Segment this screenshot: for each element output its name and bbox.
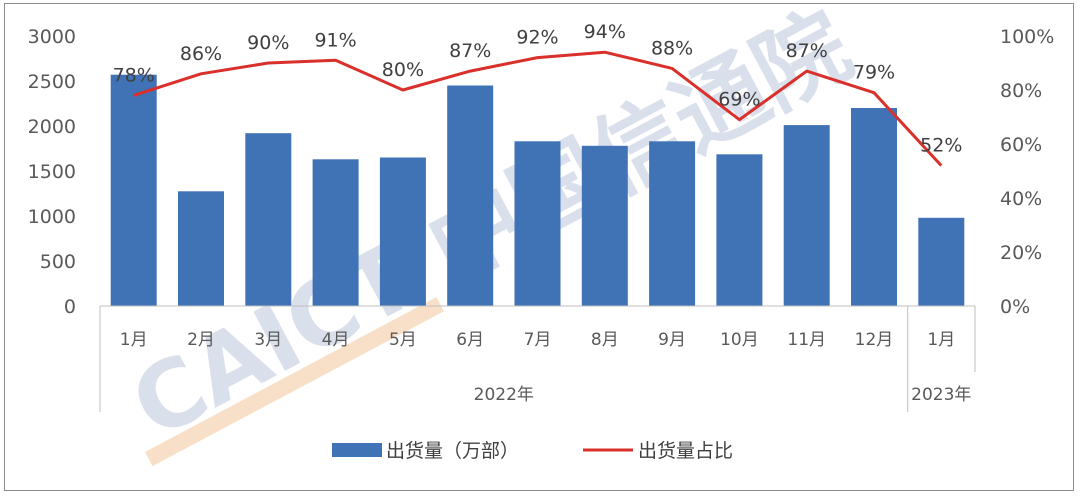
bar (312, 159, 359, 306)
y-left-tick-label: 500 (40, 251, 76, 273)
share-data-label: 80% (382, 59, 424, 81)
bar (581, 145, 628, 306)
share-data-label: 87% (786, 40, 828, 62)
bar (178, 191, 224, 307)
x-category-label: 11月 (787, 330, 826, 350)
y-left-tick-label: 1500 (28, 161, 76, 183)
y-right-tick-label: 20% (1000, 242, 1042, 264)
x-group-label: 2023年 (911, 385, 971, 405)
bar (379, 157, 426, 306)
x-category-label: 1月 (120, 330, 148, 350)
share-data-label: 90% (247, 32, 289, 54)
x-category-label: 6月 (456, 330, 484, 350)
axes: 0 500 1000 1500 2000 2500 3000 0% 20% 40% 60% 80% 10… (28, 26, 1054, 412)
share-data-label: 87% (449, 40, 491, 62)
share-data-label: 88% (651, 37, 693, 59)
share-data-label: 86% (180, 43, 222, 65)
y-right-tick-label: 100% (1000, 26, 1054, 48)
bar (851, 108, 897, 306)
y-left-tick-label: 2000 (28, 116, 76, 138)
bar (110, 74, 157, 306)
bar (514, 141, 561, 306)
x-category-label: 3月 (254, 330, 282, 350)
share-data-label: 79% (853, 62, 895, 84)
x-category-label: 8月 (591, 330, 619, 350)
y-left-tick-label: 2500 (28, 71, 76, 93)
y-right-tick-label: 80% (1000, 80, 1042, 102)
share-data-label: 91% (314, 29, 356, 51)
x-category-label: 9月 (658, 330, 686, 350)
x-category-label: 4月 (322, 330, 350, 350)
y-left-tick-label: 3000 (28, 26, 76, 48)
bar-series (110, 74, 965, 307)
y-left-tick-label: 0 (64, 296, 76, 318)
bar (447, 85, 494, 306)
x-category-label: 5月 (389, 330, 417, 350)
x-category-label: 1月 (927, 330, 955, 350)
bar (716, 154, 763, 306)
data-labels: 78% 86% 90% 91% 80% 87% 92% 94% 88% 69% 87% 79% 52% (113, 21, 963, 156)
share-data-label: 92% (516, 27, 558, 49)
x-category-label: 2月 (187, 330, 215, 350)
share-data-label: 52% (920, 135, 962, 157)
x-category-label: 12月 (855, 330, 894, 350)
bar (783, 125, 830, 306)
x-category-label: 10月 (720, 330, 759, 350)
x-category-label: 7月 (524, 330, 552, 350)
bar (245, 133, 292, 306)
y-right-tick-label: 0% (1000, 296, 1030, 318)
legend-label-bar: 出货量（万部） (386, 440, 519, 462)
y-left-tick-label: 1000 (28, 206, 76, 228)
x-group-label: 2022年 (474, 385, 534, 405)
share-line (133, 50, 943, 167)
bar (649, 141, 696, 306)
legend-label-line: 出货量占比 (638, 440, 733, 462)
y-right-tick-label: 60% (1000, 134, 1042, 156)
legend: 出货量（万部） 出货量占比 (332, 440, 733, 462)
bar (918, 217, 965, 306)
share-data-label: 94% (584, 21, 626, 43)
legend-swatch-bar (332, 443, 382, 457)
y-right-tick-label: 40% (1000, 188, 1042, 210)
share-data-label: 69% (718, 89, 760, 111)
line-series (133, 50, 943, 167)
share-data-label: 78% (113, 64, 155, 86)
watermark-stripe (145, 297, 444, 467)
